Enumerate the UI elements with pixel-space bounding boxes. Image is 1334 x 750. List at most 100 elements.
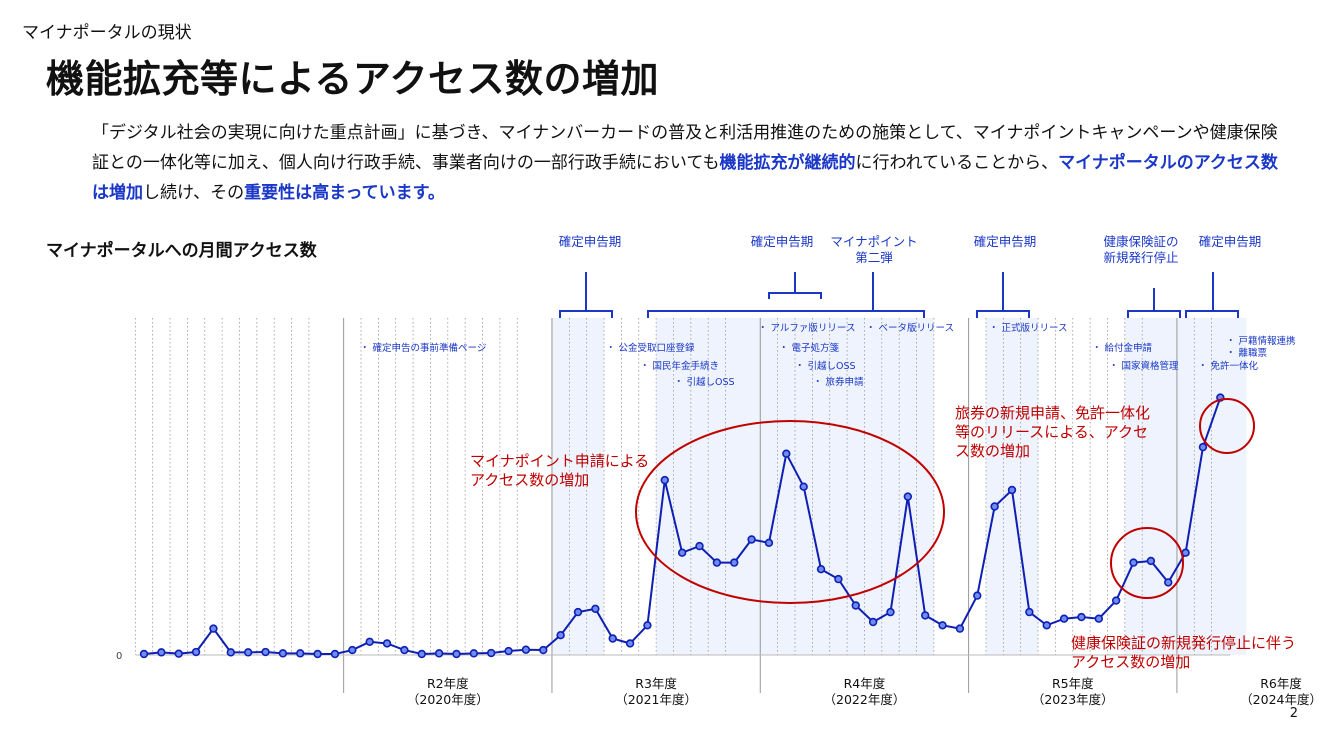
event-label: ・ 給付金申請 [1092,342,1153,354]
period-label: マイナポイント [830,234,917,249]
period-bracket [1127,288,1181,318]
data-point [990,502,999,511]
data-point [834,574,843,584]
period-brackets [559,272,1239,318]
annotation-text: 等のリリースによる、アクセ [955,423,1148,441]
data-point [973,591,982,600]
event-label: ・ 離職票 [1226,347,1268,359]
annotation-text: ス数の増加 [955,442,1030,460]
data-point [677,548,687,557]
period-label: 確定申告期 [974,234,1037,249]
data-point [1198,442,1208,452]
event-label: ・ 引越しOSS [795,360,856,372]
data-point [799,482,808,491]
data-point [226,648,236,657]
data-point [816,564,826,574]
period-label: 確定申告期 [559,234,622,249]
data-point [868,617,878,627]
data-point [1164,578,1173,587]
data-point [556,630,565,640]
data-point [782,449,791,458]
data-point [608,634,617,643]
data-point [1146,556,1156,566]
data-point [938,621,947,630]
event-label: ・ 旅券申請 [813,376,864,388]
data-point [886,607,895,617]
fiscal-year-label: R3年度 [635,676,677,691]
event-label: ・ 公金受取口座登録 [606,342,695,354]
period-band-0 [551,318,605,655]
fiscal-year-label: R4年度 [844,676,886,691]
page-number: 2 [1289,706,1298,721]
fiscal-year-sublabel: （2021年度） [615,692,697,707]
event-label: ・ 国家資格管理 [1109,360,1179,372]
highlight-ellipse [1110,527,1184,599]
data-point [920,611,930,620]
event-label: ・ 戸籍情報連携 [1226,335,1296,347]
lead-highlight-2: マイナポータルのアクセス数は増加 [92,153,1278,203]
data-point [261,647,270,657]
data-point [382,639,392,648]
fiscal-year-label: R6年度 [1260,676,1302,691]
event-label: ・ 確定申告の事前準備ページ [360,342,486,354]
fiscal-year-sublabel: （2020年度） [407,692,489,707]
data-point [330,649,340,659]
lead-paragraph: 「デジタル社会の実現に向けた重点計画」に基づき、マイナンバーカードの普及と利活用… [92,118,1292,208]
data-point [1129,558,1138,567]
period-label: 健康保険証の [1103,234,1178,249]
data-point [539,645,548,655]
lead-highlight-1: 機能拡充が継続的 [719,153,856,173]
fiscal-year-sublabel: （2022年度） [824,692,906,707]
event-label: ・ 電子処方箋 [779,342,840,354]
data-point [191,647,201,657]
data-point [591,604,600,613]
vertical-gridlines [134,318,1212,693]
data-point [1025,607,1034,617]
data-point [1181,548,1190,557]
data-point [955,624,965,633]
data-point [313,649,322,659]
highlight-ellipse [635,420,945,604]
lead-highlight-3: 重要性は高まっています。 [244,183,445,203]
period-label: 新規発行停止 [1103,250,1178,265]
data-point [139,649,149,659]
data-point [348,645,357,655]
annotation-text: アクセス数の増加 [1071,653,1190,671]
data-point [625,639,635,648]
period-label: 第二弾 [855,250,893,265]
event-label: ・ 国民年金手続き [640,360,719,372]
event-label: ・ 免許一体化 [1198,360,1259,372]
data-point [903,492,913,501]
annotation-text: 健康保険証の新規発行停止に伴う [1071,634,1296,652]
event-labels: ・ 確定申告の事前準備ページ ・ 公金受取口座登録・ 国民年金手続き ・ 引越しOS… [360,322,1296,388]
data-point [400,645,409,655]
lead-text-1: 「デジタル社会の実現に向けた重点計画」に基づき、マイナンバーカードの普及と利活用… [92,123,1278,173]
lead-text-3: し続け、その [143,183,245,203]
data-point [243,648,253,657]
period-bracket [559,272,613,318]
data-point [157,648,166,657]
period-label: 確定申告期 [751,234,814,249]
period-bracket [976,272,1030,318]
data-point [174,649,183,658]
data-point [296,649,305,658]
period-bracket [1185,272,1239,318]
data-point [1007,485,1017,495]
fiscal-year-label: R5年度 [1052,676,1094,691]
data-point [851,601,860,610]
data-point [452,649,461,659]
data-point [434,649,444,658]
data-point [278,649,288,658]
data-point [730,558,739,567]
data-points [139,393,1225,659]
data-point [1094,614,1104,623]
data-point [573,607,583,617]
data-point [660,475,669,485]
event-label: ・ 正式版リリース [989,322,1068,334]
data-point [712,558,722,567]
data-point [487,648,496,658]
data-point [1042,621,1051,630]
period-label: 確定申告期 [1199,234,1262,249]
data-point [521,645,531,654]
